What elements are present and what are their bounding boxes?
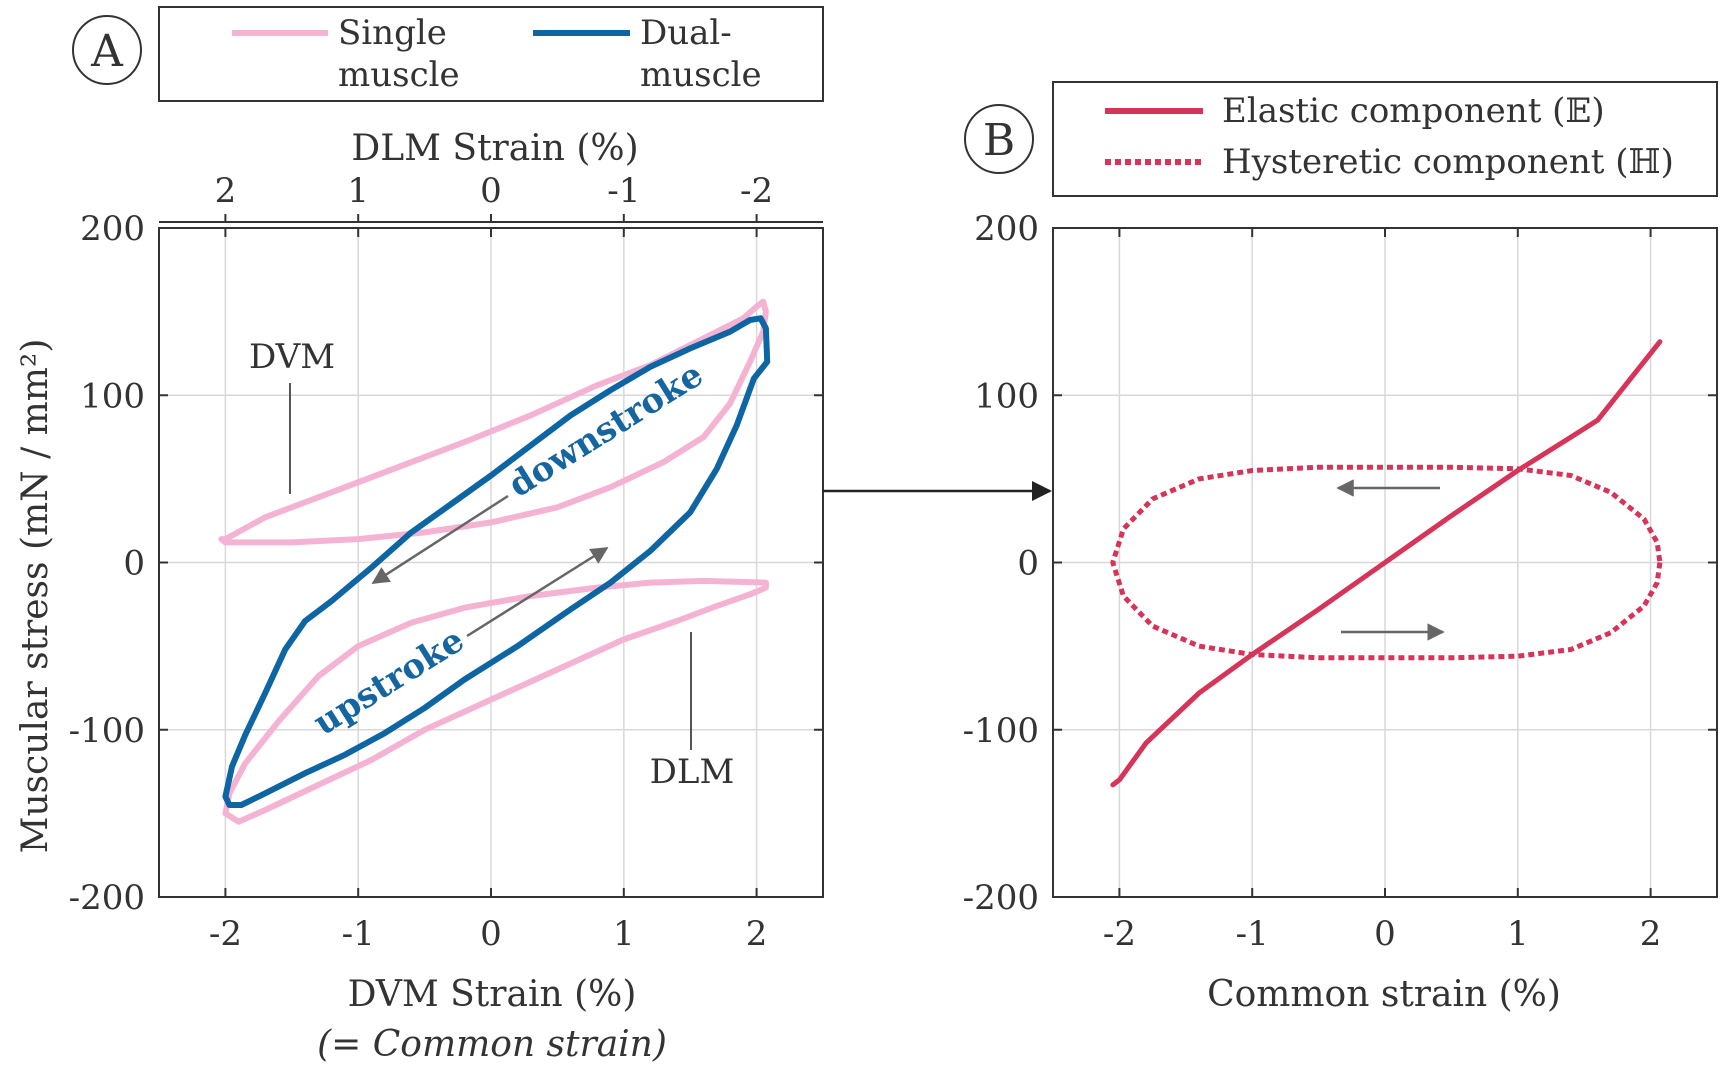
x-tick-label: -2 xyxy=(1103,914,1136,954)
annotation-upstroke: upstroke xyxy=(307,620,472,744)
panel-a-legend: Single muscle Dual- muscle xyxy=(158,6,824,102)
x2-tick-label: 1 xyxy=(347,171,369,211)
panel-b-letter: B xyxy=(983,115,1015,166)
panel-a: A Single muscle Dual- muscle DLM Strain … xyxy=(15,6,824,1065)
x-tick-label: 2 xyxy=(1640,914,1662,954)
panel-b-series xyxy=(1110,339,1663,788)
y-tick-label: -100 xyxy=(963,711,1039,751)
panel-a-xlabel-note: (= Common strain) xyxy=(317,1024,667,1065)
x-tick-label: 1 xyxy=(1507,914,1529,954)
panel-a-xlabel: DVM Strain (%) xyxy=(348,974,637,1015)
legend-dual-label-line2: muscle xyxy=(640,55,762,95)
x-tick-label: 0 xyxy=(480,914,502,954)
legend-hysteretic-label: Hysteretic component (ℍ) xyxy=(1222,142,1674,182)
series-elastic xyxy=(1110,339,1663,788)
y-tick-label: 0 xyxy=(1017,544,1039,584)
panel-b-legend: Elastic component (𝔼) Hysteretic compone… xyxy=(1052,81,1718,197)
y-tick-label: 0 xyxy=(123,544,145,584)
x-tick-label: -1 xyxy=(342,914,375,954)
legend-single-label-line1: Single xyxy=(338,13,447,53)
x2-tick-label: -2 xyxy=(740,171,773,211)
series-single xyxy=(222,577,769,825)
panel-a-series xyxy=(218,298,771,825)
x2-tick-label: 2 xyxy=(215,171,237,211)
y-tick-label: 200 xyxy=(974,209,1039,249)
x-tick-label: 2 xyxy=(746,914,768,954)
x-tick-label: 1 xyxy=(613,914,635,954)
x2-tick-label: -1 xyxy=(607,171,640,211)
annotation-downstroke: downstroke xyxy=(502,355,711,506)
upstroke-arrow xyxy=(466,546,609,638)
panel-b-legend-box xyxy=(1052,81,1718,197)
series-dual xyxy=(222,315,771,808)
x-tick-label: -2 xyxy=(209,914,242,954)
x-tick-label: 0 xyxy=(1374,914,1396,954)
y-tick-label: -100 xyxy=(69,711,145,751)
annotation-dvm: DVM xyxy=(249,337,335,377)
y-tick-label: -200 xyxy=(963,878,1039,918)
x2-tick-label: 0 xyxy=(480,171,502,211)
series-hysteretic xyxy=(1110,464,1663,661)
y-tick-label: -200 xyxy=(69,878,145,918)
annotation-dlm: DLM xyxy=(650,752,735,792)
panel-a-x2label: DLM Strain (%) xyxy=(351,128,638,169)
panel-b-axes: -2 -1 0 1 2 -200 -100 0 100 200 xyxy=(963,209,1718,954)
legend-dual-label-line1: Dual- xyxy=(640,13,732,53)
panel-b-letter-circle xyxy=(964,104,1034,174)
panel-a-axes: -2 -1 0 1 2 -200 -100 0 100 200 2 1 0 -1 -2 xyxy=(69,171,824,954)
panel-a-ylabel: Muscular stress (mN / mm²) xyxy=(15,339,56,854)
x-tick-label: -1 xyxy=(1236,914,1269,954)
panel-a-letter: A xyxy=(90,26,124,77)
panel-b: B Elastic component (𝔼) Hysteretic compo… xyxy=(963,81,1718,1015)
y-tick-label: 200 xyxy=(80,209,145,249)
y-tick-label: 100 xyxy=(80,376,145,416)
downstroke-arrow xyxy=(371,494,509,585)
panel-a-letter-circle xyxy=(72,15,142,85)
panel-b-xlabel: Common strain (%) xyxy=(1207,974,1561,1015)
legend-single-label-line2: muscle xyxy=(338,55,460,95)
y-tick-label: 100 xyxy=(974,376,1039,416)
panel-a-legend-box xyxy=(158,6,824,102)
legend-elastic-label: Elastic component (𝔼) xyxy=(1222,91,1605,131)
